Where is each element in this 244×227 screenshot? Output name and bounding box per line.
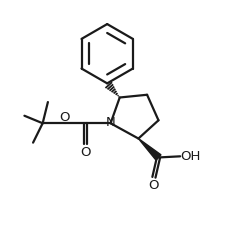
Text: O: O <box>149 178 159 191</box>
Text: N: N <box>106 116 116 129</box>
Text: OH: OH <box>180 150 200 163</box>
Polygon shape <box>138 139 161 160</box>
Text: O: O <box>80 145 91 158</box>
Text: O: O <box>59 111 70 124</box>
